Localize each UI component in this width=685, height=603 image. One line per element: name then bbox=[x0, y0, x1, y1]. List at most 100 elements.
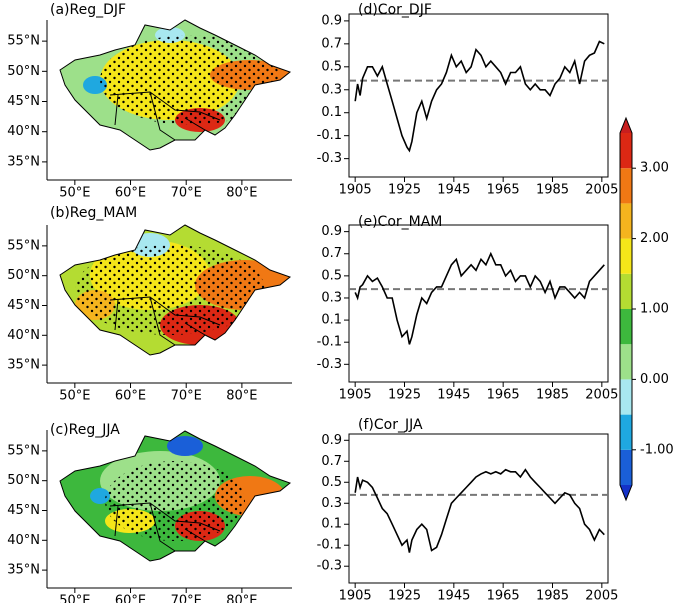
plot-frame bbox=[348, 433, 609, 584]
panel-title: (e)Cor_MAM bbox=[358, 214, 442, 230]
colorbar-extend-high bbox=[620, 118, 632, 133]
x-tick-label: 2005 bbox=[585, 183, 618, 198]
x-tick-label: 1905 bbox=[339, 589, 372, 603]
map-c bbox=[59, 430, 291, 562]
x-tick-label: 80°E bbox=[226, 186, 257, 201]
y-tick-label: 40°N bbox=[7, 328, 40, 343]
series-line bbox=[354, 40, 605, 153]
colorbar-segment bbox=[620, 168, 632, 204]
y-tick-label: 0.7 bbox=[321, 246, 342, 261]
y-tick-label: 45°N bbox=[7, 94, 40, 109]
colorbar-tick-label: -1.00 bbox=[640, 442, 674, 457]
y-tick-label: 40°N bbox=[7, 124, 40, 139]
colorbar-tick-label: 0.00 bbox=[640, 372, 669, 387]
x-tick-label: 1925 bbox=[388, 183, 421, 198]
y-tick-label: -0.1 bbox=[317, 335, 342, 350]
y-tick-label: 0.5 bbox=[321, 475, 342, 490]
x-tick-label: 1925 bbox=[388, 388, 421, 403]
colorbar-frame bbox=[619, 116, 633, 502]
x-tick-label: 1905 bbox=[339, 388, 372, 403]
colorbar-segment bbox=[620, 203, 632, 239]
map-b bbox=[59, 224, 291, 356]
y-tick-label: 50°N bbox=[7, 473, 40, 488]
x-tick-label: 1925 bbox=[388, 589, 421, 603]
colorbar-tick-label: 2.00 bbox=[640, 231, 669, 246]
y-tick-label: 35°N bbox=[7, 358, 40, 373]
x-tick-label: 1965 bbox=[487, 183, 520, 198]
plot-frame bbox=[348, 224, 609, 383]
colorbar-segment bbox=[620, 379, 632, 415]
plot-frame bbox=[348, 13, 609, 178]
x-tick-label: 70°E bbox=[171, 594, 202, 603]
panel-title: (b)Reg_MAM bbox=[50, 205, 137, 221]
y-tick-label: -0.1 bbox=[317, 128, 342, 143]
y-tick-label: 0.7 bbox=[321, 454, 342, 469]
y-tick-label: 55°N bbox=[7, 443, 40, 458]
series-line bbox=[354, 251, 605, 345]
x-tick-label: 1945 bbox=[437, 589, 470, 603]
x-tick-label: 60°E bbox=[115, 186, 146, 201]
x-tick-label: 1945 bbox=[437, 388, 470, 403]
colorbar-segment bbox=[620, 133, 632, 169]
panel-title: (c)Reg_JJA bbox=[50, 422, 120, 438]
x-tick-label: 1985 bbox=[536, 183, 569, 198]
x-tick-label: 2005 bbox=[585, 589, 618, 603]
y-tick-label: 0.3 bbox=[321, 496, 342, 511]
x-tick-label: 80°E bbox=[226, 594, 257, 603]
x-tick-label: 1905 bbox=[339, 183, 372, 198]
x-tick-label: 1985 bbox=[536, 388, 569, 403]
x-tick-label: 2005 bbox=[585, 388, 618, 403]
y-tick-label: 0.3 bbox=[321, 82, 342, 97]
series-line bbox=[354, 468, 605, 553]
y-tick-label: -0.3 bbox=[317, 559, 342, 574]
y-tick-label: 0.9 bbox=[321, 433, 342, 448]
y-tick-label: 0.1 bbox=[321, 313, 342, 328]
y-tick-label: 0.5 bbox=[321, 268, 342, 283]
map-a bbox=[60, 20, 290, 150]
x-tick-label: 1985 bbox=[536, 589, 569, 603]
x-tick-label: 1965 bbox=[487, 589, 520, 603]
x-tick-label: 50°E bbox=[59, 186, 90, 201]
y-tick-label: 0.1 bbox=[321, 517, 342, 532]
colorbar-tick-label: 3.00 bbox=[640, 161, 669, 176]
x-tick-label: 50°E bbox=[59, 594, 90, 603]
x-tick-label: 1965 bbox=[487, 388, 520, 403]
x-tick-label: 60°E bbox=[115, 594, 146, 603]
y-tick-label: 0.9 bbox=[321, 224, 342, 239]
x-tick-label: 50°E bbox=[59, 389, 90, 404]
y-tick-label: 35°N bbox=[7, 154, 40, 169]
panel-title: (a)Reg_DJF bbox=[50, 2, 126, 18]
x-tick-label: 80°E bbox=[226, 389, 257, 404]
x-tick-label: 1945 bbox=[437, 183, 470, 198]
panel-title: (f)Cor_JJA bbox=[358, 417, 423, 433]
y-tick-label: 55°N bbox=[7, 238, 40, 253]
x-tick-label: 70°E bbox=[171, 389, 202, 404]
y-tick-label: -0.3 bbox=[317, 151, 342, 166]
panel-title: (d)Cor_DJF bbox=[358, 2, 432, 18]
y-tick-label: 0.1 bbox=[321, 105, 342, 120]
x-tick-label: 70°E bbox=[171, 186, 202, 201]
y-tick-label: 35°N bbox=[7, 563, 40, 578]
y-tick-label: 0.5 bbox=[321, 59, 342, 74]
colorbar-segment bbox=[620, 273, 632, 309]
y-tick-label: 45°N bbox=[7, 298, 40, 313]
colorbar-segment bbox=[620, 238, 632, 274]
y-tick-label: 40°N bbox=[7, 533, 40, 548]
y-tick-label: 50°N bbox=[7, 64, 40, 79]
colorbar-segment bbox=[620, 414, 632, 450]
x-tick-label: 60°E bbox=[115, 389, 146, 404]
y-tick-label: -0.3 bbox=[317, 357, 342, 372]
colorbar-tick-label: 1.00 bbox=[640, 302, 669, 317]
y-tick-label: 0.9 bbox=[321, 13, 342, 28]
y-tick-label: 55°N bbox=[7, 34, 40, 49]
colorbar-segment bbox=[620, 449, 632, 485]
colorbar-segment bbox=[620, 309, 632, 345]
y-tick-label: -0.1 bbox=[317, 538, 342, 553]
colorbar-extend-low bbox=[620, 485, 632, 500]
y-tick-label: 50°N bbox=[7, 268, 40, 283]
y-tick-label: 0.3 bbox=[321, 290, 342, 305]
colorbar-segment bbox=[620, 344, 632, 380]
y-tick-label: 45°N bbox=[7, 503, 40, 518]
y-tick-label: 0.7 bbox=[321, 36, 342, 51]
